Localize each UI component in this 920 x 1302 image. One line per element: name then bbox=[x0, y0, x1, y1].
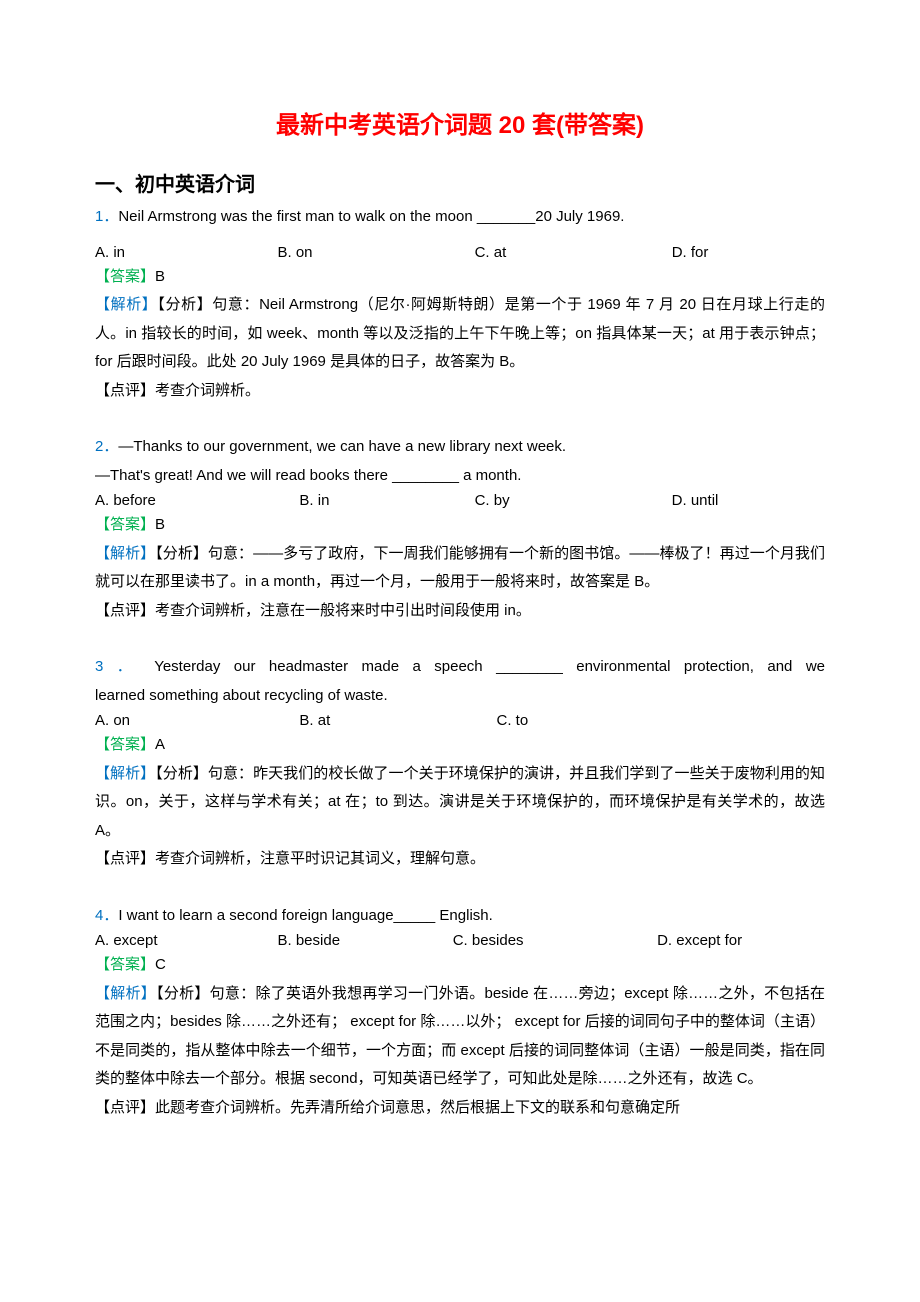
analysis-text: 【分析】句意：Neil Armstrong（尼尔·阿姆斯特朗）是第一个于 196… bbox=[95, 296, 825, 370]
analysis-text: 【分析】句意：——多亏了政府，下一周我们能够拥有一个新的图书馆。——棒极了！再过… bbox=[95, 545, 825, 591]
answer-label: 【答案】 bbox=[95, 956, 155, 973]
option-b: B. at bbox=[299, 712, 496, 729]
answer-label: 【答案】 bbox=[95, 516, 155, 533]
question-stem-1: —Thanks to our government, we can have a… bbox=[118, 438, 566, 455]
question-number: 2． bbox=[95, 438, 118, 455]
question-text: 2．—Thanks to our government, we can have… bbox=[95, 433, 825, 462]
analysis-label: 【解析】 bbox=[95, 296, 157, 313]
section-header: 一、初中英语介词 bbox=[95, 168, 825, 197]
options-row: A. in B. on C. at D. for bbox=[95, 244, 825, 261]
question-text: 4．I want to learn a second foreign langu… bbox=[95, 902, 825, 931]
question-stem: Neil Armstrong was the first man to walk… bbox=[118, 208, 624, 225]
answer-value: A bbox=[155, 736, 165, 753]
question-number: 1． bbox=[95, 208, 118, 225]
question-3: 3 ． Yesterday our headmaster made a spee… bbox=[95, 653, 825, 874]
option-d: D. until bbox=[672, 492, 825, 509]
question-1: 1．Neil Armstrong was the first man to wa… bbox=[95, 203, 825, 405]
analysis-label: 【解析】 bbox=[95, 765, 155, 782]
answer-line: 【答案】B bbox=[95, 263, 825, 292]
question-stem: I want to learn a second foreign languag… bbox=[118, 907, 492, 924]
option-d: D. for bbox=[672, 244, 825, 261]
option-a: A. on bbox=[95, 712, 299, 729]
answer-line: 【答案】A bbox=[95, 731, 825, 760]
question-number: 4． bbox=[95, 907, 118, 924]
analysis-label: 【解析】 bbox=[95, 985, 156, 1002]
analysis-line: 【解析】【分析】句意：昨天我们的校长做了一个关于环境保护的演讲，并且我们学到了一… bbox=[95, 760, 825, 846]
answer-value: B bbox=[155, 516, 165, 533]
comment-line: 【点评】考查介词辨析，注意平时识记其词义，理解句意。 bbox=[95, 845, 825, 874]
options-row: A. except B. beside C. besides D. except… bbox=[95, 932, 825, 949]
comment-line: 【点评】此题考查介词辨析。先弄清所给介词意思，然后根据上下文的联系和句意确定所 bbox=[95, 1094, 825, 1123]
option-c: C. besides bbox=[453, 932, 657, 949]
options-row: A. before B. in C. by D. until bbox=[95, 492, 825, 509]
answer-label: 【答案】 bbox=[95, 268, 155, 285]
question-4: 4．I want to learn a second foreign langu… bbox=[95, 902, 825, 1123]
analysis-text: 【分析】句意：昨天我们的校长做了一个关于环境保护的演讲，并且我们学到了一些关于废… bbox=[95, 765, 825, 839]
page-title: 最新中考英语介词题 20 套(带答案) bbox=[95, 105, 825, 140]
comment-line: 【点评】考查介词辨析，注意在一般将来时中引出时间段使用 in。 bbox=[95, 597, 825, 626]
comment-line: 【点评】考查介词辨析。 bbox=[95, 377, 825, 406]
question-text: 3 ． Yesterday our headmaster made a spee… bbox=[95, 653, 825, 682]
analysis-line: 【解析】【分析】句意：Neil Armstrong（尼尔·阿姆斯特朗）是第一个于… bbox=[95, 291, 825, 377]
question-stem-1: Yesterday our headmaster made a speech _… bbox=[141, 658, 825, 675]
document-page: 最新中考英语介词题 20 套(带答案) 一、初中英语介词 1．Neil Arms… bbox=[0, 0, 920, 1210]
analysis-label: 【解析】 bbox=[95, 545, 155, 562]
question-stem-2: learned something about recycling of was… bbox=[95, 682, 825, 711]
option-a: A. before bbox=[95, 492, 299, 509]
question-text: 1．Neil Armstrong was the first man to wa… bbox=[95, 203, 825, 232]
option-d: D. except for bbox=[657, 932, 810, 949]
answer-value: C bbox=[155, 956, 166, 973]
option-b: B. beside bbox=[278, 932, 453, 949]
option-b: B. in bbox=[299, 492, 474, 509]
answer-label: 【答案】 bbox=[95, 736, 155, 753]
question-number: 3 ． bbox=[95, 658, 141, 675]
answer-value: B bbox=[155, 268, 165, 285]
analysis-line: 【解析】【分析】句意：——多亏了政府，下一周我们能够拥有一个新的图书馆。——棒极… bbox=[95, 540, 825, 597]
answer-line: 【答案】C bbox=[95, 951, 825, 980]
option-c: C. to bbox=[496, 712, 825, 729]
question-2: 2．—Thanks to our government, we can have… bbox=[95, 433, 825, 625]
question-stem-2: —That's great! And we will read books th… bbox=[95, 462, 825, 491]
option-c: C. at bbox=[475, 244, 672, 261]
option-c: C. by bbox=[475, 492, 672, 509]
option-b: B. on bbox=[278, 244, 475, 261]
option-a: A. in bbox=[95, 244, 278, 261]
analysis-line: 【解析】【分析】句意：除了英语外我想再学习一门外语。beside 在……旁边；e… bbox=[95, 980, 825, 1094]
option-a: A. except bbox=[95, 932, 278, 949]
analysis-text: 【分析】句意：除了英语外我想再学习一门外语。beside 在……旁边；excep… bbox=[95, 985, 825, 1088]
answer-line: 【答案】B bbox=[95, 511, 825, 540]
options-row: A. on B. at C. to bbox=[95, 712, 825, 729]
